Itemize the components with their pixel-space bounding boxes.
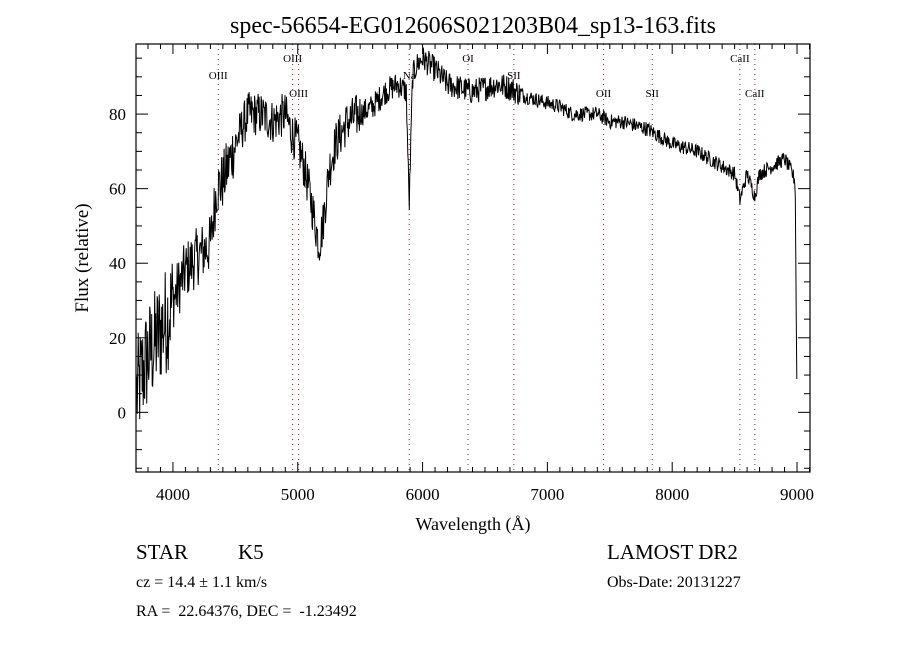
x-tick-label: 7000	[530, 485, 564, 504]
obs-date: Obs-Date: 20131227	[607, 574, 741, 591]
y-tick-label: 40	[109, 254, 126, 273]
x-tick-label: 6000	[406, 485, 440, 504]
line-marker-label: OIII	[289, 88, 308, 100]
y-tick-label: 80	[109, 105, 126, 124]
line-marker-label: CaII	[745, 88, 765, 100]
line-marker-label: OI	[462, 53, 474, 65]
x-tick-label: 4000	[156, 485, 190, 504]
spectrum-line	[136, 47, 798, 420]
x-tick-label: 5000	[281, 485, 315, 504]
plot-frame	[135, 43, 811, 473]
line-marker-label: OIII	[283, 53, 302, 65]
x-tick-label: 8000	[655, 485, 689, 504]
y-tick-label: 0	[118, 403, 127, 422]
y-tick-label: 60	[109, 180, 126, 199]
x-axis-label: Wavelength (Å)	[415, 514, 530, 535]
axis-ticks: 4000 5000 6000 7000 8000 9000 0 20 40 60 80	[109, 44, 814, 504]
y-axis-label: Flux (relative)	[72, 203, 93, 312]
line-marker-label: SII	[646, 88, 660, 100]
survey-name: LAMOST DR2	[607, 540, 738, 564]
line-marker-label: OIII	[209, 70, 228, 82]
redshift-cz: cz = 14.4 ± 1.1 km/s	[136, 574, 268, 591]
line-marker-label: Na	[403, 70, 416, 82]
object-subclass: K5	[238, 540, 264, 564]
line-marker-label: CaII	[730, 53, 750, 65]
line-marker-label: OII	[596, 88, 612, 100]
chart-title: spec-56654-EG012606S021203B04_sp13-163.f…	[230, 13, 716, 39]
object-class: STAR	[136, 540, 188, 564]
x-tick-label: 9000	[780, 485, 814, 504]
y-tick-label: 20	[109, 329, 126, 348]
ra-dec: RA = 22.64376, DEC = -1.23492	[136, 603, 357, 620]
line-markers: OIII OIII OIII Na OI SII OII SII CaII CaII	[209, 44, 765, 472]
line-marker-label: SII	[507, 70, 521, 82]
